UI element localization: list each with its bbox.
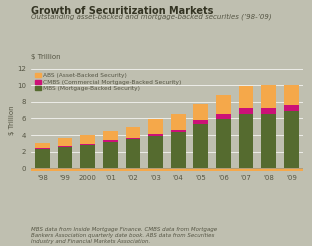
- Bar: [58, 146, 72, 147]
- Text: Outstanding asset-backed and mortgage-backed securities (’98-’09): Outstanding asset-backed and mortgage-ba…: [31, 14, 272, 20]
- Text: MBS data from Inside Mortgage Finance. CMBS data from Mortgage
Bankers Associati: MBS data from Inside Mortgage Finance. C…: [31, 227, 217, 244]
- Bar: [126, 139, 140, 168]
- Bar: [239, 114, 253, 168]
- Bar: [239, 108, 253, 114]
- Bar: [284, 85, 299, 105]
- Bar: [58, 147, 72, 168]
- Legend: ABS (Asset-Backed Security), CMBS (Commercial Mortgage-Backed Security), MBS (Mo: ABS (Asset-Backed Security), CMBS (Comme…: [34, 72, 182, 92]
- Bar: [216, 119, 231, 168]
- Bar: [171, 132, 186, 168]
- Bar: [261, 85, 276, 108]
- Bar: [284, 111, 299, 168]
- Bar: [35, 148, 50, 149]
- Bar: [35, 143, 50, 148]
- Bar: [126, 127, 140, 138]
- Bar: [261, 114, 276, 168]
- Bar: [35, 149, 50, 168]
- Text: $ Trillion: $ Trillion: [31, 54, 61, 60]
- Bar: [171, 113, 186, 130]
- Bar: [31, 168, 312, 171]
- Text: Growth of Securitization Markets: Growth of Securitization Markets: [31, 6, 214, 16]
- Bar: [80, 145, 95, 168]
- Bar: [148, 134, 163, 136]
- Bar: [193, 120, 208, 124]
- Bar: [193, 104, 208, 120]
- Bar: [261, 108, 276, 114]
- Y-axis label: $ Trillion: $ Trillion: [8, 106, 15, 135]
- Bar: [193, 124, 208, 168]
- Bar: [103, 140, 118, 142]
- Bar: [284, 105, 299, 111]
- Bar: [126, 138, 140, 139]
- Bar: [216, 114, 231, 119]
- Bar: [58, 138, 72, 146]
- Bar: [103, 131, 118, 140]
- Bar: [148, 136, 163, 168]
- Bar: [80, 144, 95, 145]
- Bar: [148, 119, 163, 134]
- Bar: [103, 142, 118, 168]
- Bar: [80, 135, 95, 144]
- Bar: [239, 86, 253, 108]
- Bar: [216, 95, 231, 114]
- Bar: [171, 130, 186, 132]
